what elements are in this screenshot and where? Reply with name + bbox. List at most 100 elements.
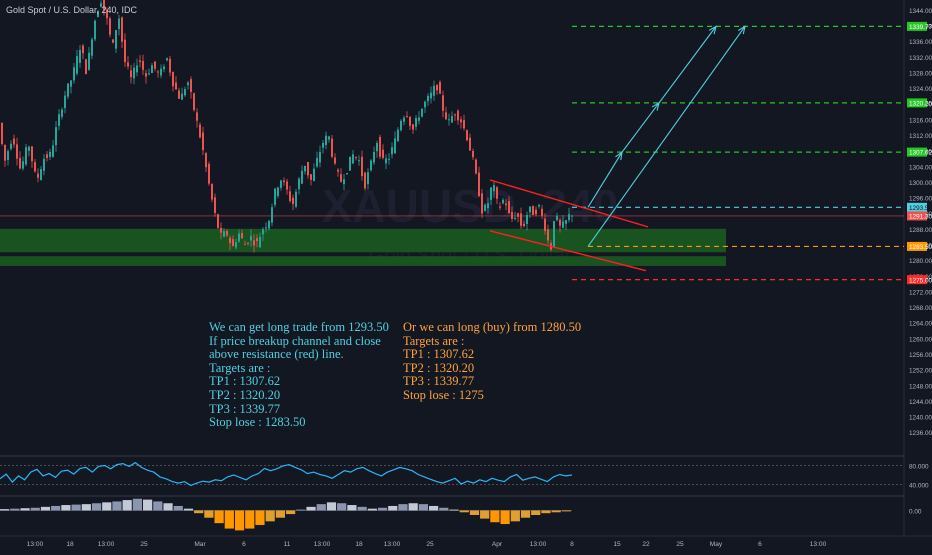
candle [16,137,18,166]
candle-body [61,109,63,117]
candle [265,222,267,233]
candle [511,206,513,222]
histogram-bar [183,508,194,511]
candle-body [34,162,36,172]
candle [394,131,396,155]
annotation-line: TP2 : 1320.20 [209,387,281,402]
price-tick-label: 1240.00 [909,415,932,422]
time-tick-label: Apr [492,541,503,548]
histogram-bar [439,507,449,511]
candle-body [502,199,504,204]
candle-body [301,170,303,184]
candle-body [406,116,408,118]
histogram-bar [30,507,40,511]
candle-body [421,108,423,117]
candle-body [10,143,12,150]
candle-body [232,239,234,247]
time-tick-label: 13:00 [27,541,44,548]
candle [331,134,333,159]
candle-body [208,163,210,184]
candle-body [229,237,231,244]
candle [268,220,270,231]
candle-body [475,159,477,174]
candle [424,100,426,113]
candle-body [217,214,219,228]
price-tick-label: 1312.00 [909,133,932,140]
histogram-bar [91,503,102,511]
histogram-bar [449,509,459,511]
candle [157,69,159,78]
candle [295,188,297,209]
histogram-bar [163,503,173,511]
candle-body [193,93,195,111]
candle [22,156,24,171]
candle-body [58,114,60,126]
candle [418,111,420,125]
candle-body [343,179,345,185]
candle-body [1,122,3,144]
annotation-line: TP1 : 1307.62 [403,347,475,362]
candle [130,64,132,84]
candle-body [4,144,6,161]
candle-body [106,9,108,19]
candle-body [523,223,525,227]
candle [553,220,555,248]
histogram-bar [234,510,245,531]
candle [199,122,201,139]
time-tick-label: May [710,541,723,548]
annotation-line: TP3 : 1339.77 [209,401,281,416]
oscillator-tick-label: 80.000 [909,464,929,471]
candle [466,129,468,142]
candle-body [331,138,333,157]
candle-body [382,149,384,158]
candle [505,199,507,211]
candle [244,240,246,245]
candle-body [412,124,414,130]
candle [148,68,150,76]
histogram-bar [490,510,500,523]
level-price-tag [907,21,927,31]
candle [298,177,300,195]
candle-body [64,95,66,109]
candle-body [430,92,432,99]
candle-body [364,172,366,189]
candle [133,63,135,85]
price-tick-label: 1324.00 [909,86,932,93]
candle [364,171,366,191]
candle [235,238,237,250]
candle-body [400,120,402,131]
candle-body [349,156,351,171]
candle-body [505,203,507,206]
candle [115,29,117,53]
candle-body [145,73,147,77]
candle [169,56,171,77]
candle-body [526,214,528,225]
candle [142,54,144,75]
candle-body [91,39,93,56]
candle-body [472,150,474,158]
candle-body [469,137,471,151]
candle-body [40,169,42,180]
candle [496,185,498,205]
candle-body [529,206,531,213]
candle-body [418,117,420,121]
candle [70,79,72,94]
candle [76,49,78,76]
candle-body [376,142,378,152]
candle [256,234,258,248]
histogram-bar [357,506,367,511]
candle-body [544,218,546,232]
candle-body [199,124,201,138]
time-tick-label: 11 [284,541,291,548]
price-tick-label: 1280.00 [909,258,932,265]
price-tick-label: 1248.00 [909,383,932,390]
candle [481,189,483,219]
candle [289,185,291,203]
histogram-bar [122,500,132,511]
candle [460,116,462,129]
candle [403,115,405,126]
candle-body [397,129,399,142]
candle [262,227,264,241]
